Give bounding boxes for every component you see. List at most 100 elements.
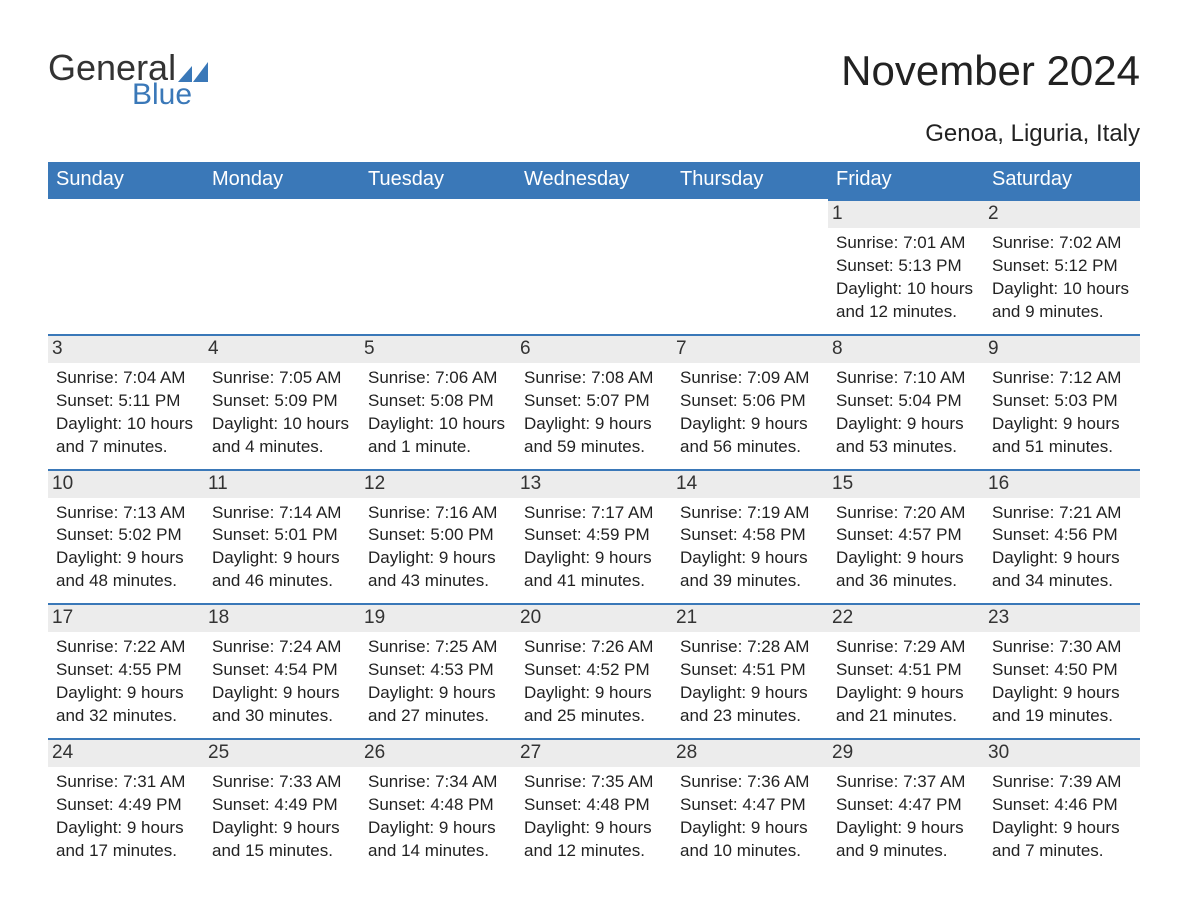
day-cell: 14Sunrise: 7:19 AMSunset: 4:58 PMDayligh…	[672, 469, 828, 604]
sunrise-text: Sunrise: 7:29 AM	[834, 636, 978, 659]
day-number	[672, 199, 828, 226]
daylight-text: Daylight: 9 hours and 39 minutes.	[678, 547, 822, 593]
day-cell: 18Sunrise: 7:24 AMSunset: 4:54 PMDayligh…	[204, 603, 360, 738]
daylight-text: Daylight: 9 hours and 27 minutes.	[366, 682, 510, 728]
day-cell: 29Sunrise: 7:37 AMSunset: 4:47 PMDayligh…	[828, 738, 984, 873]
day-cell: 16Sunrise: 7:21 AMSunset: 4:56 PMDayligh…	[984, 469, 1140, 604]
sunset-text: Sunset: 4:54 PM	[210, 659, 354, 682]
day-cell: 19Sunrise: 7:25 AMSunset: 4:53 PMDayligh…	[360, 603, 516, 738]
day-number: 29	[828, 738, 984, 767]
day-cell: 15Sunrise: 7:20 AMSunset: 4:57 PMDayligh…	[828, 469, 984, 604]
daylight-text: Daylight: 9 hours and 21 minutes.	[834, 682, 978, 728]
sunrise-text: Sunrise: 7:08 AM	[522, 367, 666, 390]
day-number: 16	[984, 469, 1140, 498]
day-number: 26	[360, 738, 516, 767]
sunset-text: Sunset: 5:13 PM	[834, 255, 978, 278]
logo-text-blue: Blue	[132, 80, 208, 110]
sunset-text: Sunset: 4:48 PM	[522, 794, 666, 817]
day-number: 1	[828, 199, 984, 228]
sunset-text: Sunset: 4:47 PM	[834, 794, 978, 817]
sunrise-text: Sunrise: 7:20 AM	[834, 502, 978, 525]
day-number: 23	[984, 603, 1140, 632]
sunrise-text: Sunrise: 7:24 AM	[210, 636, 354, 659]
week-row: 24Sunrise: 7:31 AMSunset: 4:49 PMDayligh…	[48, 738, 1140, 873]
day-number: 30	[984, 738, 1140, 767]
month-title: November 2024	[841, 50, 1140, 92]
daylight-text: Daylight: 10 hours and 9 minutes.	[990, 278, 1134, 324]
sunrise-text: Sunrise: 7:02 AM	[990, 232, 1134, 255]
sunset-text: Sunset: 4:51 PM	[678, 659, 822, 682]
weeks-container: 1Sunrise: 7:01 AMSunset: 5:13 PMDaylight…	[48, 199, 1140, 873]
day-number: 20	[516, 603, 672, 632]
day-cell	[48, 199, 204, 334]
day-cell: 12Sunrise: 7:16 AMSunset: 5:00 PMDayligh…	[360, 469, 516, 604]
weekday-header-cell: Thursday	[672, 162, 828, 199]
sunrise-text: Sunrise: 7:25 AM	[366, 636, 510, 659]
day-number: 12	[360, 469, 516, 498]
day-cell: 28Sunrise: 7:36 AMSunset: 4:47 PMDayligh…	[672, 738, 828, 873]
weekday-header-cell: Friday	[828, 162, 984, 199]
sunset-text: Sunset: 4:50 PM	[990, 659, 1134, 682]
day-cell	[516, 199, 672, 334]
daylight-text: Daylight: 9 hours and 7 minutes.	[990, 817, 1134, 863]
sunrise-text: Sunrise: 7:01 AM	[834, 232, 978, 255]
sunset-text: Sunset: 4:47 PM	[678, 794, 822, 817]
week-row: 1Sunrise: 7:01 AMSunset: 5:13 PMDaylight…	[48, 199, 1140, 334]
day-number: 13	[516, 469, 672, 498]
day-cell	[360, 199, 516, 334]
sunset-text: Sunset: 4:51 PM	[834, 659, 978, 682]
sunrise-text: Sunrise: 7:06 AM	[366, 367, 510, 390]
day-cell: 8Sunrise: 7:10 AMSunset: 5:04 PMDaylight…	[828, 334, 984, 469]
sunset-text: Sunset: 4:46 PM	[990, 794, 1134, 817]
daylight-text: Daylight: 9 hours and 56 minutes.	[678, 413, 822, 459]
daylight-text: Daylight: 9 hours and 46 minutes.	[210, 547, 354, 593]
daylight-text: Daylight: 10 hours and 12 minutes.	[834, 278, 978, 324]
daylight-text: Daylight: 9 hours and 48 minutes.	[54, 547, 198, 593]
daylight-text: Daylight: 9 hours and 23 minutes.	[678, 682, 822, 728]
sunrise-text: Sunrise: 7:26 AM	[522, 636, 666, 659]
week-row: 17Sunrise: 7:22 AMSunset: 4:55 PMDayligh…	[48, 603, 1140, 738]
day-number: 27	[516, 738, 672, 767]
sunset-text: Sunset: 5:09 PM	[210, 390, 354, 413]
weekday-header-cell: Tuesday	[360, 162, 516, 199]
sunset-text: Sunset: 5:07 PM	[522, 390, 666, 413]
day-number: 19	[360, 603, 516, 632]
sunrise-text: Sunrise: 7:04 AM	[54, 367, 198, 390]
sunset-text: Sunset: 4:49 PM	[54, 794, 198, 817]
daylight-text: Daylight: 9 hours and 15 minutes.	[210, 817, 354, 863]
sunrise-text: Sunrise: 7:35 AM	[522, 771, 666, 794]
daylight-text: Daylight: 9 hours and 17 minutes.	[54, 817, 198, 863]
sunset-text: Sunset: 5:12 PM	[990, 255, 1134, 278]
week-row: 10Sunrise: 7:13 AMSunset: 5:02 PMDayligh…	[48, 469, 1140, 604]
sunrise-text: Sunrise: 7:05 AM	[210, 367, 354, 390]
sunrise-text: Sunrise: 7:09 AM	[678, 367, 822, 390]
weekday-header-row: SundayMondayTuesdayWednesdayThursdayFrid…	[48, 162, 1140, 199]
sunset-text: Sunset: 4:57 PM	[834, 524, 978, 547]
sunset-text: Sunset: 4:59 PM	[522, 524, 666, 547]
day-cell: 17Sunrise: 7:22 AMSunset: 4:55 PMDayligh…	[48, 603, 204, 738]
daylight-text: Daylight: 9 hours and 19 minutes.	[990, 682, 1134, 728]
day-number	[516, 199, 672, 226]
daylight-text: Daylight: 9 hours and 32 minutes.	[54, 682, 198, 728]
day-number: 21	[672, 603, 828, 632]
day-cell	[204, 199, 360, 334]
day-cell: 1 Sunrise: 7:01 AMSunset: 5:13 PMDaylight…	[828, 199, 984, 334]
day-cell: 2Sunrise: 7:02 AMSunset: 5:12 PMDaylight…	[984, 199, 1140, 334]
day-number: 18	[204, 603, 360, 632]
day-number: 17	[48, 603, 204, 632]
weekday-header-cell: Wednesday	[516, 162, 672, 199]
day-cell	[672, 199, 828, 334]
weekday-header-cell: Saturday	[984, 162, 1140, 199]
sunset-text: Sunset: 5:00 PM	[366, 524, 510, 547]
sunrise-text: Sunrise: 7:39 AM	[990, 771, 1134, 794]
day-cell: 22Sunrise: 7:29 AMSunset: 4:51 PMDayligh…	[828, 603, 984, 738]
day-number	[48, 199, 204, 226]
day-cell: 9Sunrise: 7:12 AMSunset: 5:03 PMDaylight…	[984, 334, 1140, 469]
day-cell: 13Sunrise: 7:17 AMSunset: 4:59 PMDayligh…	[516, 469, 672, 604]
logo: General Blue	[48, 50, 208, 110]
daylight-text: Daylight: 9 hours and 10 minutes.	[678, 817, 822, 863]
day-cell: 30 Sunrise: 7:39 AMSunset: 4:46 PMDayligh…	[984, 738, 1140, 873]
sunset-text: Sunset: 4:55 PM	[54, 659, 198, 682]
day-cell: 5Sunrise: 7:06 AMSunset: 5:08 PMDaylight…	[360, 334, 516, 469]
sunset-text: Sunset: 5:04 PM	[834, 390, 978, 413]
